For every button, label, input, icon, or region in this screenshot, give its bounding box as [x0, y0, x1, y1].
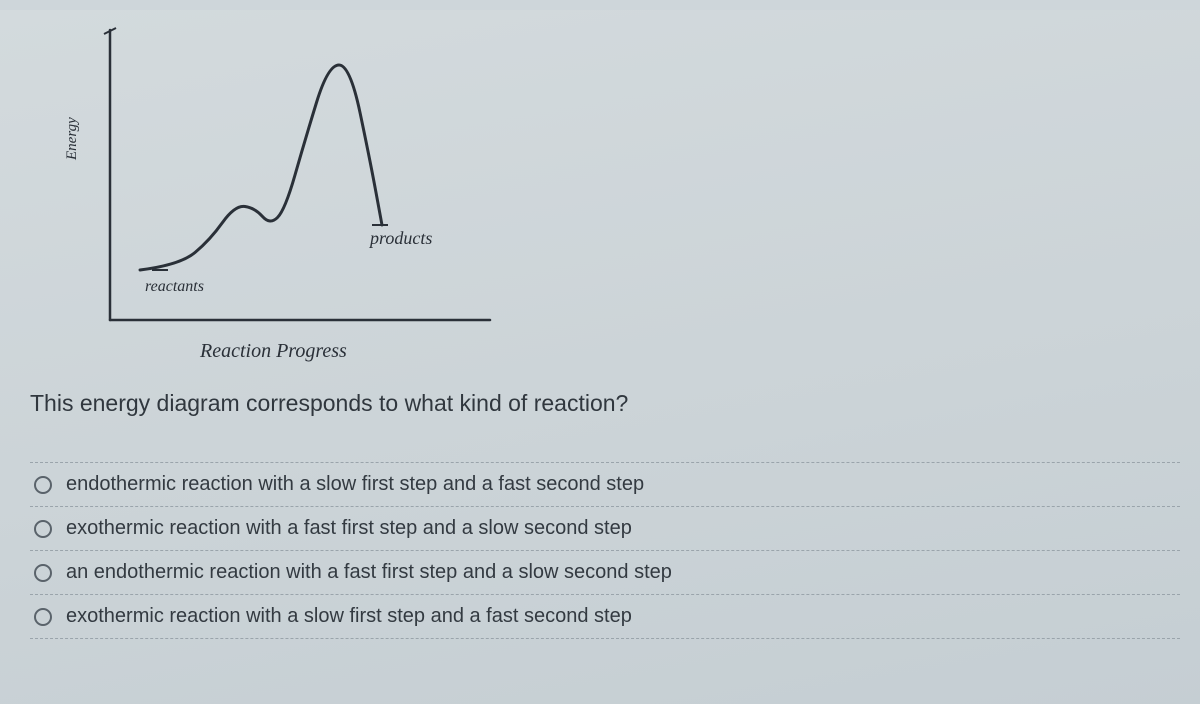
- options-list: endothermic reaction with a slow first s…: [30, 462, 1180, 639]
- reactants-label: reactants: [145, 278, 204, 296]
- option-row[interactable]: endothermic reaction with a slow first s…: [30, 462, 1180, 507]
- radio-icon[interactable]: [34, 476, 52, 494]
- option-row[interactable]: exothermic reaction with a fast first st…: [30, 507, 1180, 551]
- option-label: an endothermic reaction with a fast firs…: [66, 561, 672, 584]
- y-axis-label: Energy: [64, 117, 81, 160]
- radio-icon[interactable]: [34, 608, 52, 626]
- x-axis-label: Reaction Progress: [200, 340, 347, 363]
- question-page: Energy reactants products Reaction Progr…: [0, 10, 1200, 704]
- option-label: endothermic reaction with a slow first s…: [66, 473, 644, 496]
- radio-icon[interactable]: [34, 564, 52, 582]
- option-row[interactable]: exothermic reaction with a slow first st…: [30, 595, 1180, 639]
- question-text: This energy diagram corresponds to what …: [30, 390, 1180, 417]
- option-label: exothermic reaction with a fast first st…: [66, 517, 632, 540]
- energy-diagram: Energy reactants products Reaction Progr…: [70, 10, 570, 370]
- diagram-svg: [70, 10, 570, 370]
- radio-icon[interactable]: [34, 520, 52, 538]
- products-label: products: [370, 228, 432, 249]
- option-label: exothermic reaction with a slow first st…: [66, 605, 632, 628]
- option-row[interactable]: an endothermic reaction with a fast firs…: [30, 551, 1180, 595]
